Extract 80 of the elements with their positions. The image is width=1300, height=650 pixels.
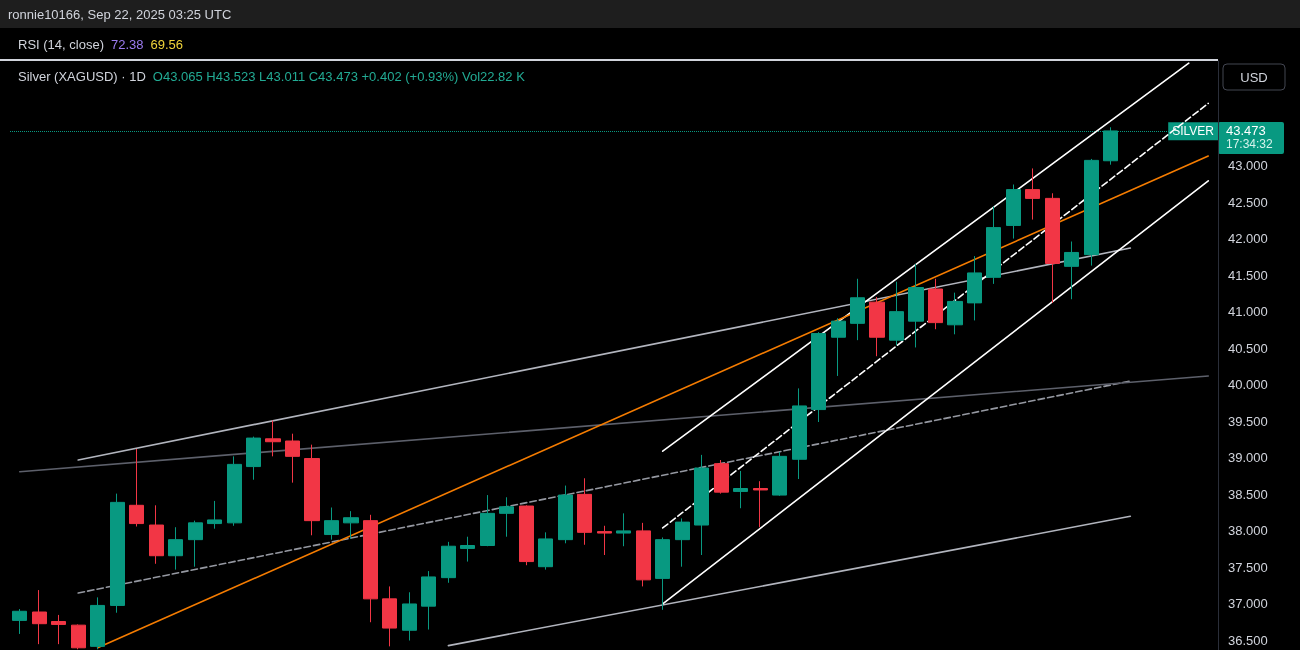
candlestick	[441, 541, 456, 584]
text: 17:34:32	[1226, 136, 1274, 151]
text: 69.56	[150, 36, 184, 52]
text: RSI (14, close)	[18, 36, 104, 52]
y-tick-label: 38.000	[1228, 523, 1268, 539]
candlestick	[811, 331, 826, 423]
candlestick	[947, 292, 963, 335]
y-tick-label: 40.000	[1228, 377, 1268, 393]
candlestick	[928, 278, 943, 330]
candlestick	[207, 500, 222, 530]
y-tick-label: 38.500	[1228, 486, 1268, 502]
text: 43.473	[1226, 122, 1266, 138]
candlestick	[110, 493, 125, 614]
y-tick-label: 37.500	[1228, 559, 1268, 575]
candlestick	[850, 278, 865, 341]
candlestick	[188, 520, 203, 568]
candlestick	[733, 470, 748, 509]
candlestick	[616, 512, 631, 547]
candlestick	[460, 536, 475, 563]
candlestick	[421, 570, 436, 631]
candlestick	[1084, 158, 1099, 267]
candlestick	[12, 608, 27, 635]
candlestick	[304, 444, 320, 536]
candlestick	[577, 477, 592, 546]
candlestick	[227, 455, 242, 527]
candlestick	[168, 526, 183, 571]
y-tick-label: 39.500	[1228, 413, 1268, 429]
annotation: O43.065 H43.523 L43.011 C43.473 +0.402 (+0.93%) Vol22.82 K	[152, 68, 526, 84]
candlestick	[753, 480, 768, 528]
candlestick	[382, 585, 397, 647]
candlestick	[869, 296, 885, 357]
candlestick	[908, 263, 924, 348]
y-tick-label: 36.500	[1228, 633, 1268, 648]
candlestick	[149, 504, 164, 565]
candlestick	[675, 517, 690, 568]
y-tick-label: 42.500	[1228, 194, 1268, 210]
y-tick-label: 37.000	[1228, 596, 1268, 612]
candlestick	[90, 596, 105, 650]
text: 72.38	[110, 36, 144, 52]
candlestick	[129, 448, 144, 527]
candlestick	[714, 459, 729, 495]
candlestick	[51, 614, 66, 645]
candlestick	[1064, 241, 1079, 300]
candlestick	[480, 494, 495, 547]
candlestick	[1045, 192, 1060, 304]
candlestick	[792, 387, 807, 480]
candlestick	[558, 485, 573, 544]
candlestick	[986, 205, 1001, 285]
text: USD	[1240, 69, 1268, 85]
candlestick	[597, 525, 612, 556]
candlestick	[889, 281, 904, 346]
candlestick	[831, 317, 846, 377]
y-tick-label: 40.500	[1228, 340, 1268, 356]
candlestick	[343, 510, 359, 540]
candlestick	[538, 531, 553, 571]
candlestick	[71, 623, 86, 650]
candlestick	[285, 433, 300, 484]
candlestick	[363, 514, 378, 623]
text: ronnie10166, Sep 22, 2025 03:25 UTC	[8, 6, 232, 22]
y-tick-label: 39.000	[1228, 450, 1268, 466]
candlestick	[694, 454, 709, 556]
candlestick	[324, 507, 339, 541]
y-tick-label: 42.000	[1228, 231, 1268, 247]
y-tick-label: 41.500	[1228, 267, 1268, 283]
y-tick-label: 41.000	[1228, 304, 1268, 320]
candlestick	[1025, 167, 1040, 221]
candlestick	[265, 420, 281, 457]
candlestick	[402, 591, 417, 641]
candlestick	[636, 522, 651, 587]
candlestick	[519, 504, 534, 566]
candlestick	[499, 496, 514, 538]
ref-line-label: SILVER	[1172, 124, 1215, 139]
candlestick	[772, 451, 787, 497]
y-tick-label: 43.000	[1228, 158, 1268, 173]
candlestick	[1006, 184, 1021, 240]
candlestick	[246, 436, 261, 481]
candlestick	[32, 589, 47, 645]
candlestick	[967, 255, 982, 321]
annotation: Silver (XAGUSD) · 1D	[18, 68, 146, 84]
candlestick	[655, 536, 670, 611]
